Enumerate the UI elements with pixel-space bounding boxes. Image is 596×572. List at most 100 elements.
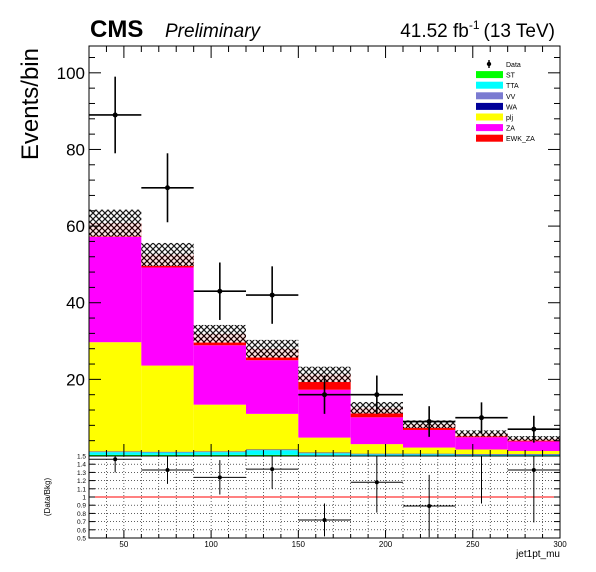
legend: Data ST TTA VV WA plj ZA EWK_ZA — [476, 60, 535, 143]
ratio-y-tick-label: 1.1 — [77, 486, 86, 493]
y-tick-label: 60 — [66, 217, 85, 236]
y-axis-label: Events/bin — [17, 48, 44, 160]
ratio-x-tick-label: 50 — [119, 540, 128, 549]
stack-bar-tta — [141, 452, 194, 455]
data-point — [479, 415, 484, 421]
data-point — [426, 419, 432, 425]
status-label: Preliminary — [165, 21, 262, 42]
data-points — [89, 76, 560, 443]
stack-bar-za — [89, 236, 142, 343]
ratio-point — [270, 467, 275, 472]
stack-bar-plj — [507, 451, 560, 455]
stack-bars — [89, 223, 560, 456]
stack-bar-tta — [403, 454, 456, 456]
legend-label: plj — [506, 115, 513, 122]
ratio-y-axis-label: (Data/Bkg) — [43, 478, 52, 517]
stack-bar-tta — [193, 452, 246, 455]
legend-swatch — [476, 81, 503, 89]
legend-label: Data — [506, 62, 521, 69]
ratio-point-group — [89, 456, 560, 538]
stack-bar-plj — [298, 437, 351, 453]
data-point — [165, 185, 170, 191]
lumi-exponent: -1 — [469, 18, 480, 32]
stack-bar-plj — [193, 404, 246, 452]
stack-bar-st — [141, 454, 194, 456]
stack-bar-za — [141, 267, 194, 366]
legend-label: TTA — [506, 83, 519, 90]
ratio-x-tick-label: 100 — [204, 540, 218, 549]
stack-bar-za — [193, 345, 246, 405]
legend-entry-data: Data — [486, 60, 521, 69]
ratio-point — [217, 475, 222, 480]
uncertainty-box — [141, 242, 194, 266]
data-point — [322, 392, 327, 398]
stack-bar-plj — [246, 413, 299, 450]
ratio-x-tick-label: 150 — [292, 540, 306, 549]
ratio-point — [165, 467, 170, 472]
ratio-y-tick-label: 1.3 — [77, 470, 86, 477]
data-point — [269, 292, 275, 298]
ratio-x-tick-label: 300 — [553, 540, 567, 549]
legend-label: ZA — [506, 126, 515, 133]
y-tick-label: 40 — [66, 294, 85, 313]
y-tick-label: 80 — [66, 140, 85, 159]
ratio-point — [531, 467, 536, 472]
legend-label: WA — [506, 104, 517, 111]
uncertainty-box — [298, 366, 351, 383]
lumi-label: 41.52 fb-1 (13 TeV) — [400, 18, 555, 42]
ratio-y-tick-label: 0.7 — [77, 519, 86, 526]
stack-bar-plj — [89, 342, 142, 452]
legend-label: EWK_ZA — [506, 136, 535, 143]
legend-swatch — [476, 134, 503, 142]
stack-bar-st — [193, 454, 246, 456]
ratio-y-tick-label: 0.5 — [77, 536, 86, 543]
legend-swatch — [476, 71, 503, 79]
stack-bar-plj — [141, 365, 194, 452]
ratio-points — [89, 456, 560, 538]
ratio-point — [322, 517, 327, 522]
ratio-y-tick-label: 0.8 — [77, 511, 86, 518]
legend-swatch — [476, 113, 503, 121]
legend-entry-plj: plj — [476, 113, 513, 122]
uncertainty-box — [89, 209, 142, 237]
stack-bar-za — [455, 437, 508, 450]
ratio-point — [427, 504, 432, 509]
ratio-y-tick-label: 0.6 — [77, 527, 86, 534]
stack-bar-za — [350, 417, 403, 445]
y-tick-label: 20 — [66, 370, 85, 389]
stack-bar-plj — [403, 447, 456, 454]
ratio-y-tick-label: 1.5 — [77, 454, 86, 461]
legend-swatch — [476, 102, 503, 110]
ratio-y-tick-label: 0.9 — [77, 503, 86, 510]
ratio-y-tick-label: 1 — [82, 495, 86, 502]
x-axis-label: jet1pt_mu — [515, 549, 560, 560]
uncertainty-box — [246, 339, 299, 358]
ratio-point — [113, 457, 118, 462]
stack-bar-plj — [455, 449, 508, 455]
stack-bar-tta — [246, 450, 299, 455]
ratio-x-tick-label: 250 — [466, 540, 480, 549]
stack-bar-st — [89, 454, 142, 456]
ratio-y-tick-label: 1.4 — [77, 462, 86, 469]
data-point — [374, 392, 380, 398]
stack-bar-za — [507, 441, 560, 452]
legend-entry-za: ZA — [476, 124, 515, 133]
legend-data-marker — [486, 61, 492, 67]
legend-entry-ewk-za: EWK_ZA — [476, 134, 535, 143]
energy-label: (13 TeV) — [484, 21, 555, 42]
data-point — [531, 426, 537, 432]
legend-label: VV — [506, 94, 516, 101]
stack-bar-tta — [350, 454, 403, 456]
ratio-y-tick-label: 1.2 — [77, 478, 86, 485]
legend-swatch — [476, 124, 503, 132]
stack-bar-za — [403, 429, 456, 448]
data-point — [217, 288, 223, 294]
y-tick-label: 100 — [57, 64, 85, 83]
data-point — [112, 112, 118, 118]
stack-bar-plj — [350, 444, 403, 454]
legend-entry-tta: TTA — [476, 81, 519, 90]
stack-bar-st — [246, 454, 299, 456]
legend-swatch — [476, 92, 503, 100]
